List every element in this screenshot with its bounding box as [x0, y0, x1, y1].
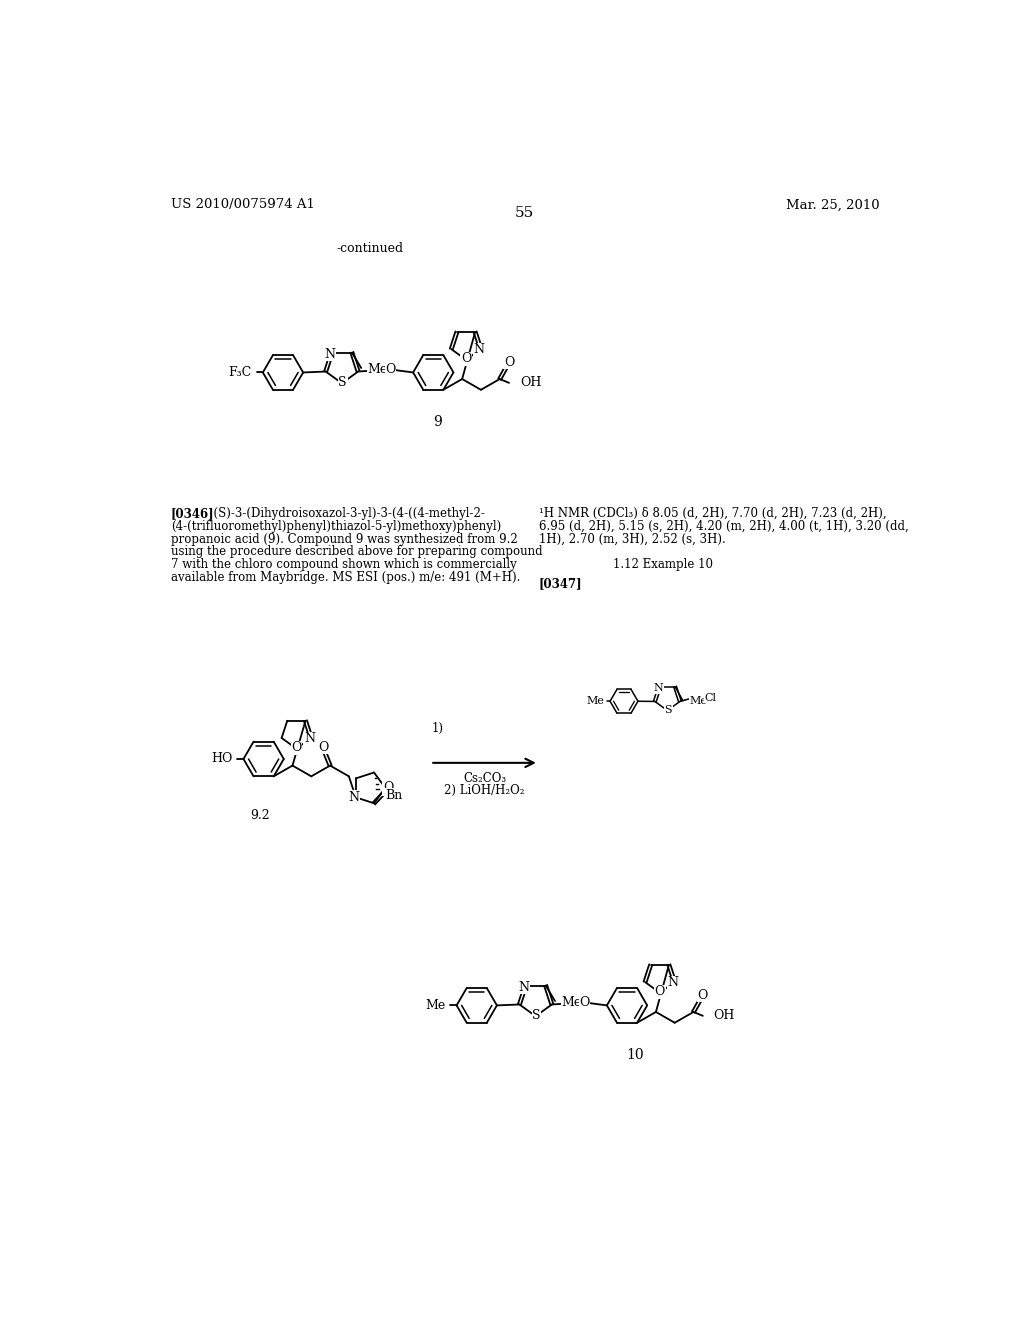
Text: propanoic acid (9). Compound 9 was synthesized from 9.2: propanoic acid (9). Compound 9 was synth… — [171, 533, 517, 545]
Text: 1): 1) — [432, 722, 443, 735]
Text: 1H), 2.70 (m, 3H), 2.52 (s, 3H).: 1H), 2.70 (m, 3H), 2.52 (s, 3H). — [539, 533, 725, 545]
Text: O: O — [697, 989, 708, 1002]
Text: (S)-3-(Dihydroisoxazol-3-yl)-3-(4-((4-methyl-2-: (S)-3-(Dihydroisoxazol-3-yl)-3-(4-((4-me… — [206, 507, 484, 520]
Text: OH: OH — [714, 1010, 735, 1022]
Text: Bn: Bn — [386, 789, 402, 803]
Text: Me: Me — [689, 697, 707, 706]
Text: N: N — [653, 684, 663, 693]
Text: Mar. 25, 2010: Mar. 25, 2010 — [786, 198, 880, 211]
Text: N: N — [325, 347, 336, 360]
Text: Cs₂CO₃: Cs₂CO₃ — [463, 772, 506, 785]
Text: N: N — [518, 981, 529, 994]
Text: 7 with the chloro compound shown which is commercially: 7 with the chloro compound shown which i… — [171, 558, 516, 572]
Text: S: S — [665, 705, 672, 714]
Text: N: N — [474, 343, 484, 356]
Text: OH: OH — [520, 376, 542, 389]
Text: 1.12 Example 10: 1.12 Example 10 — [612, 558, 713, 572]
Text: ¹H NMR (CDCl₃) δ 8.05 (d, 2H), 7.70 (d, 2H), 7.23 (d, 2H),: ¹H NMR (CDCl₃) δ 8.05 (d, 2H), 7.70 (d, … — [539, 507, 887, 520]
Text: 10: 10 — [626, 1048, 644, 1061]
Text: N: N — [304, 733, 315, 746]
Text: HO: HO — [211, 752, 232, 766]
Text: O: O — [385, 363, 396, 376]
Text: O: O — [318, 741, 329, 754]
Text: O: O — [654, 986, 665, 998]
Text: Me: Me — [368, 363, 388, 376]
Text: 9.2: 9.2 — [250, 809, 269, 822]
Text: -continued: -continued — [336, 242, 403, 255]
Text: O: O — [504, 355, 514, 368]
Text: N: N — [668, 977, 679, 989]
Text: [0346]: [0346] — [171, 507, 214, 520]
Text: Me: Me — [426, 999, 445, 1012]
Text: available from Maybridge. MS ESI (pos.) m/e: 491 (M+H).: available from Maybridge. MS ESI (pos.) … — [171, 570, 520, 583]
Text: 55: 55 — [515, 206, 535, 220]
Text: (4-(trifluoromethyl)phenyl)thiazol-5-yl)methoxy)phenyl): (4-(trifluoromethyl)phenyl)thiazol-5-yl)… — [171, 520, 501, 533]
Text: 6.95 (d, 2H), 5.15 (s, 2H), 4.20 (m, 2H), 4.00 (t, 1H), 3.20 (dd,: 6.95 (d, 2H), 5.15 (s, 2H), 4.20 (m, 2H)… — [539, 520, 908, 533]
Text: O: O — [580, 997, 590, 1010]
Text: S: S — [532, 1008, 541, 1022]
Text: using the procedure described above for preparing compound: using the procedure described above for … — [171, 545, 543, 558]
Text: [0347]: [0347] — [539, 577, 583, 590]
Text: O: O — [291, 742, 301, 754]
Text: Me: Me — [586, 696, 604, 706]
Text: Cl: Cl — [705, 693, 717, 702]
Text: O: O — [383, 783, 393, 795]
Text: US 2010/0075974 A1: US 2010/0075974 A1 — [171, 198, 314, 211]
Text: S: S — [338, 376, 347, 389]
Text: 9: 9 — [433, 414, 441, 429]
Text: N: N — [349, 791, 359, 804]
Text: O: O — [383, 781, 393, 795]
Text: F₃C: F₃C — [228, 366, 252, 379]
Text: 2) LiOH/H₂O₂: 2) LiOH/H₂O₂ — [444, 784, 524, 797]
Text: Me: Me — [561, 997, 582, 1008]
Text: O: O — [461, 352, 471, 366]
